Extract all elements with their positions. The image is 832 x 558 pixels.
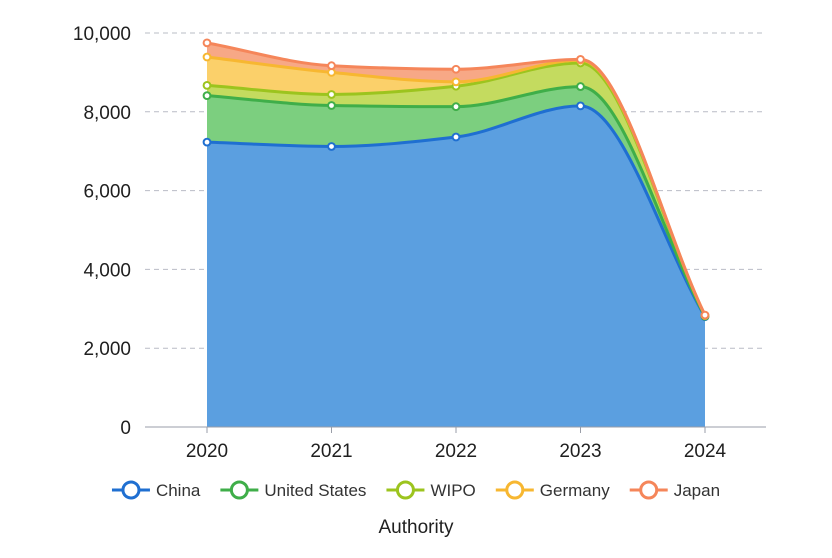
legend-swatch-marker [123,482,139,498]
point-china-2022[interactable] [453,134,460,141]
legend-label-japan: Japan [674,481,720,500]
point-japan-2022[interactable] [453,66,460,73]
point-germany-2022[interactable] [453,78,460,85]
point-china-2021[interactable] [328,143,335,150]
legend-swatch-marker [397,482,413,498]
point-united-states-2020[interactable] [204,92,211,99]
legend-item-germany[interactable]: Germany [496,481,610,500]
point-japan-2024[interactable] [702,312,709,319]
point-wipo-2020[interactable] [204,82,211,89]
point-china-2020[interactable] [204,139,211,146]
legend-item-japan[interactable]: Japan [630,481,720,500]
y-tick-label: 10,000 [73,24,131,45]
y-tick-label: 4,000 [83,260,131,281]
x-tick-label: 2024 [684,441,727,462]
legend-swatch-marker [231,482,247,498]
x-tick-label: 2022 [435,441,477,462]
point-germany-2020[interactable] [204,54,211,61]
legend-item-united-states[interactable]: United States [220,481,366,500]
area-layers [207,43,705,427]
legend-swatch-marker [507,482,523,498]
point-japan-2023[interactable] [577,56,584,63]
legend-item-china[interactable]: China [112,481,201,500]
point-japan-2020[interactable] [204,39,211,46]
point-japan-2021[interactable] [328,62,335,69]
point-wipo-2021[interactable] [328,91,335,98]
legend-label-united-states: United States [264,481,366,500]
x-tick-label: 2021 [310,441,352,462]
legend-item-wipo[interactable]: WIPO [386,481,475,500]
legend-label-china: China [156,481,201,500]
point-united-states-2022[interactable] [453,103,460,110]
y-tick-label: 8,000 [83,103,131,124]
legend-label-wipo: WIPO [430,481,475,500]
point-china-2023[interactable] [577,102,584,109]
legend: China United States WIPO Germany Japan [112,481,720,500]
legend-label-germany: Germany [540,481,610,500]
y-tick-label: 0 [120,418,131,439]
legend-swatch-marker [641,482,657,498]
y-tick-label: 2,000 [83,339,131,360]
point-united-states-2021[interactable] [328,102,335,109]
point-united-states-2023[interactable] [577,83,584,90]
x-tick-label: 2020 [186,441,228,462]
legend-title: Authority [379,517,454,538]
y-tick-label: 6,000 [83,182,131,203]
x-tick-label: 2023 [559,441,601,462]
